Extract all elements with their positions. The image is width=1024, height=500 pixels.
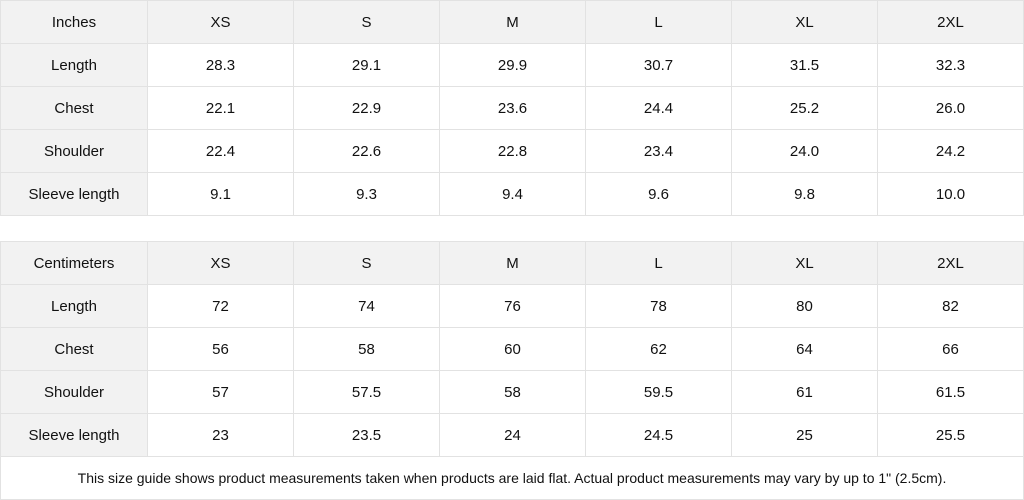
measurement-cell: 60 <box>439 327 586 371</box>
size-header: M <box>439 241 586 285</box>
measurement-cell: 56 <box>147 327 294 371</box>
measurement-cell: 9.1 <box>147 172 294 216</box>
unit-header: Centimeters <box>0 241 148 285</box>
table-row: Length 28.3 29.1 29.9 30.7 31.5 32.3 <box>0 43 1024 87</box>
measurement-cell: 59.5 <box>585 370 732 414</box>
size-header: M <box>439 0 586 44</box>
measurement-cell: 24.4 <box>585 86 732 130</box>
measurement-cell: 25.5 <box>877 413 1024 457</box>
footer-note: This size guide shows product measuremen… <box>0 456 1024 500</box>
measurement-cell: 25.2 <box>731 86 878 130</box>
table-row: Length 72 74 76 78 80 82 <box>0 284 1024 328</box>
row-label: Length <box>0 43 148 87</box>
measurement-cell: 23.6 <box>439 86 586 130</box>
measurement-cell: 64 <box>731 327 878 371</box>
table-row: Sleeve length 23 23.5 24 24.5 25 25.5 <box>0 413 1024 457</box>
measurement-cell: 22.1 <box>147 86 294 130</box>
row-label: Chest <box>0 327 148 371</box>
row-label: Chest <box>0 86 148 130</box>
unit-header: Inches <box>0 0 148 44</box>
row-label: Length <box>0 284 148 328</box>
measurement-cell: 57.5 <box>293 370 440 414</box>
table-row: Sleeve length 9.1 9.3 9.4 9.6 9.8 10.0 <box>0 172 1024 216</box>
size-header: S <box>293 0 440 44</box>
measurement-cell: 26.0 <box>877 86 1024 130</box>
measurement-cell: 80 <box>731 284 878 328</box>
measurement-cell: 23.4 <box>585 129 732 173</box>
measurement-cell: 66 <box>877 327 1024 371</box>
row-label: Shoulder <box>0 370 148 414</box>
size-header: XL <box>731 0 878 44</box>
measurement-cell: 23 <box>147 413 294 457</box>
table-row: Shoulder 22.4 22.6 22.8 23.4 24.0 24.2 <box>0 129 1024 173</box>
table-spacer <box>0 215 1024 242</box>
measurement-cell: 25 <box>731 413 878 457</box>
measurement-cell: 9.6 <box>585 172 732 216</box>
measurement-cell: 76 <box>439 284 586 328</box>
footer-row: This size guide shows product measuremen… <box>0 456 1024 500</box>
measurement-cell: 78 <box>585 284 732 328</box>
measurement-cell: 10.0 <box>877 172 1024 216</box>
measurement-cell: 24.5 <box>585 413 732 457</box>
measurement-cell: 31.5 <box>731 43 878 87</box>
measurement-cell: 29.1 <box>293 43 440 87</box>
measurement-cell: 24 <box>439 413 586 457</box>
measurement-cell: 57 <box>147 370 294 414</box>
measurement-cell: 32.3 <box>877 43 1024 87</box>
measurement-cell: 58 <box>439 370 586 414</box>
measurement-cell: 9.3 <box>293 172 440 216</box>
size-header: 2XL <box>877 241 1024 285</box>
spacer-cell <box>0 215 1024 242</box>
measurement-cell: 9.8 <box>731 172 878 216</box>
measurement-cell: 28.3 <box>147 43 294 87</box>
size-header: XL <box>731 241 878 285</box>
measurement-cell: 22.4 <box>147 129 294 173</box>
measurement-cell: 61 <box>731 370 878 414</box>
size-header: S <box>293 241 440 285</box>
measurement-cell: 62 <box>585 327 732 371</box>
table-row: Chest 56 58 60 62 64 66 <box>0 327 1024 371</box>
measurement-cell: 72 <box>147 284 294 328</box>
row-label: Shoulder <box>0 129 148 173</box>
measurement-cell: 24.0 <box>731 129 878 173</box>
measurement-cell: 23.5 <box>293 413 440 457</box>
row-label: Sleeve length <box>0 172 148 216</box>
measurement-cell: 22.6 <box>293 129 440 173</box>
measurement-cell: 82 <box>877 284 1024 328</box>
row-label: Sleeve length <box>0 413 148 457</box>
table-row: Chest 22.1 22.9 23.6 24.4 25.2 26.0 <box>0 86 1024 130</box>
size-header: XS <box>147 241 294 285</box>
header-row: Inches XS S M L XL 2XL <box>0 0 1024 44</box>
measurement-cell: 9.4 <box>439 172 586 216</box>
measurement-cell: 29.9 <box>439 43 586 87</box>
header-row: Centimeters XS S M L XL 2XL <box>0 241 1024 285</box>
size-header: L <box>585 241 732 285</box>
measurement-cell: 74 <box>293 284 440 328</box>
size-header: L <box>585 0 732 44</box>
size-header: XS <box>147 0 294 44</box>
measurement-cell: 22.9 <box>293 86 440 130</box>
table-row: Shoulder 57 57.5 58 59.5 61 61.5 <box>0 370 1024 414</box>
measurement-cell: 30.7 <box>585 43 732 87</box>
measurement-cell: 61.5 <box>877 370 1024 414</box>
measurement-cell: 22.8 <box>439 129 586 173</box>
measurement-cell: 24.2 <box>877 129 1024 173</box>
size-header: 2XL <box>877 0 1024 44</box>
measurement-cell: 58 <box>293 327 440 371</box>
